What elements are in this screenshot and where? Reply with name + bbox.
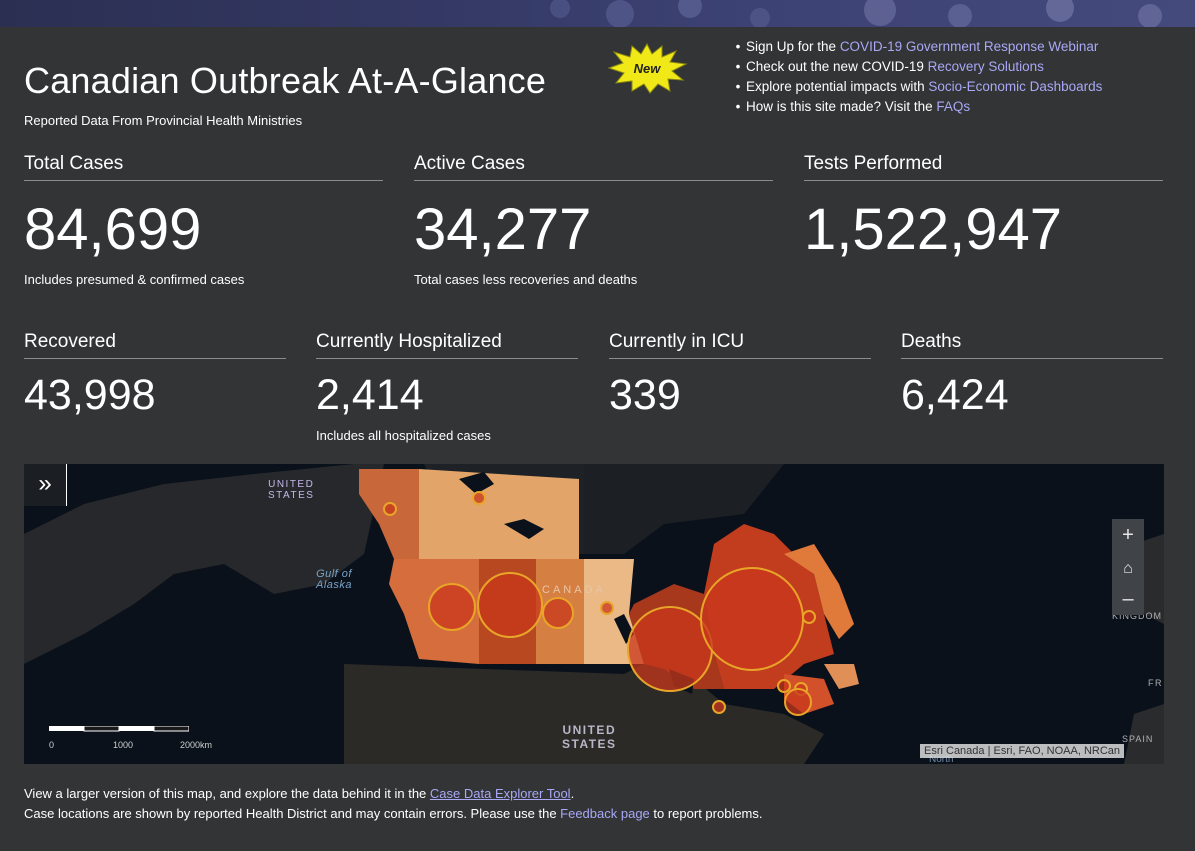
scale-bar-graphic bbox=[49, 725, 190, 732]
map-label-gulf-of-alaska: Gulf of Alaska bbox=[316, 568, 353, 591]
link-item-recovery: Check out the new COVID-19 Recovery Solu… bbox=[730, 57, 1102, 77]
stat-value: 6,424 bbox=[901, 371, 1009, 419]
minus-icon: – bbox=[1122, 588, 1134, 610]
scale-label: 2000km bbox=[180, 740, 213, 750]
stat-active-cases: Active Cases 34,277 Total cases less rec… bbox=[414, 153, 773, 287]
map-label-north: North bbox=[929, 754, 954, 764]
map-label-us-south: UNITED STATES bbox=[562, 723, 617, 751]
stat-note: Total cases less recoveries and deaths bbox=[414, 272, 638, 287]
stat-currently-in-icu: Currently in ICU 339 bbox=[609, 331, 871, 418]
new-badge-text: New bbox=[634, 61, 662, 76]
stat-label: Currently Hospitalized bbox=[316, 331, 578, 359]
announcement-links: Sign Up for the COVID-19 Government Resp… bbox=[730, 37, 1102, 117]
feedback-page-link[interactable]: Feedback page bbox=[560, 805, 650, 821]
stat-currently-hospitalized: Currently Hospitalized 2,414 Includes al… bbox=[316, 331, 578, 443]
home-button[interactable]: ⌂ bbox=[1112, 551, 1144, 583]
page-title: Canadian Outbreak At-A-Glance bbox=[24, 60, 547, 101]
stat-total-cases: Total Cases 84,699 Includes presumed & c… bbox=[24, 153, 383, 287]
page-subtitle: Reported Data From Provincial Health Min… bbox=[24, 113, 303, 128]
webinar-link[interactable]: COVID-19 Government Response Webinar bbox=[839, 39, 1099, 54]
stat-value: 84,699 bbox=[24, 197, 202, 262]
home-icon: ⌂ bbox=[1123, 560, 1133, 577]
new-starburst-badge: New bbox=[607, 42, 688, 94]
stat-label: Tests Performed bbox=[804, 153, 1163, 181]
footer-line-1: View a larger version of this map, and e… bbox=[24, 786, 575, 801]
map-label-canada: CANADA bbox=[542, 584, 606, 596]
stat-value: 43,998 bbox=[24, 371, 156, 419]
link-item-faqs: How is this site made? Visit the FAQs bbox=[730, 97, 1102, 117]
map-label-spain: SPAIN bbox=[1122, 734, 1154, 744]
stat-label: Recovered bbox=[24, 331, 286, 359]
stat-recovered: Recovered 43,998 bbox=[24, 331, 286, 418]
stat-value: 1,522,947 bbox=[804, 197, 1063, 262]
map-label-france: FR bbox=[1148, 678, 1163, 688]
scale-label: 0 bbox=[49, 740, 55, 750]
zoom-controls: + ⌂ – bbox=[1112, 519, 1144, 615]
scale-labels: 0 1000 2000km bbox=[49, 740, 212, 752]
footer-notes: View a larger version of this map, and e… bbox=[24, 784, 763, 823]
link-item-webinar: Sign Up for the COVID-19 Government Resp… bbox=[730, 37, 1102, 57]
double-chevron-right-icon: » bbox=[38, 470, 52, 497]
footer-line-2: Case locations are shown by reported Hea… bbox=[24, 805, 763, 821]
map-label-us-north: UNITED STATES bbox=[268, 479, 315, 501]
zoom-in-button[interactable]: + bbox=[1112, 519, 1144, 551]
header-banner bbox=[0, 0, 1195, 27]
zoom-out-button[interactable]: – bbox=[1112, 583, 1144, 615]
link-item-dashboards: Explore potential impacts with Socio-Eco… bbox=[730, 77, 1102, 97]
case-map[interactable]: UNITED STATES Gulf of Alaska CANADA UNIT… bbox=[24, 464, 1164, 764]
stat-note: Includes presumed & confirmed cases bbox=[24, 272, 245, 287]
stat-label: Total Cases bbox=[24, 153, 383, 181]
stat-note: Includes all hospitalized cases bbox=[316, 428, 491, 443]
plus-icon: + bbox=[1122, 524, 1134, 546]
map-attribution: Esri Canada | Esri, FAO, NOAA, NRCan bbox=[920, 744, 1125, 758]
recovery-solutions-link[interactable]: Recovery Solutions bbox=[927, 59, 1044, 74]
stat-label: Deaths bbox=[901, 331, 1163, 359]
expand-panel-button[interactable]: » bbox=[24, 464, 67, 506]
faqs-link[interactable]: FAQs bbox=[936, 99, 971, 114]
scale-label: 1000 bbox=[113, 740, 134, 750]
stat-label: Active Cases bbox=[414, 153, 773, 181]
map-canvas[interactable] bbox=[24, 464, 1164, 764]
map-scale-bar: 0 1000 2000km bbox=[49, 719, 212, 752]
stat-value: 339 bbox=[609, 371, 681, 419]
stat-tests-performed: Tests Performed 1,522,947 bbox=[804, 153, 1163, 261]
case-data-explorer-link[interactable]: Case Data Explorer Tool bbox=[429, 786, 571, 801]
stat-deaths: Deaths 6,424 bbox=[901, 331, 1163, 418]
stat-value: 2,414 bbox=[316, 371, 424, 419]
socio-economic-dashboards-link[interactable]: Socio-Economic Dashboards bbox=[928, 79, 1103, 94]
stat-value: 34,277 bbox=[414, 197, 592, 262]
stat-label: Currently in ICU bbox=[609, 331, 871, 359]
banner-decoration bbox=[550, 0, 1162, 27]
